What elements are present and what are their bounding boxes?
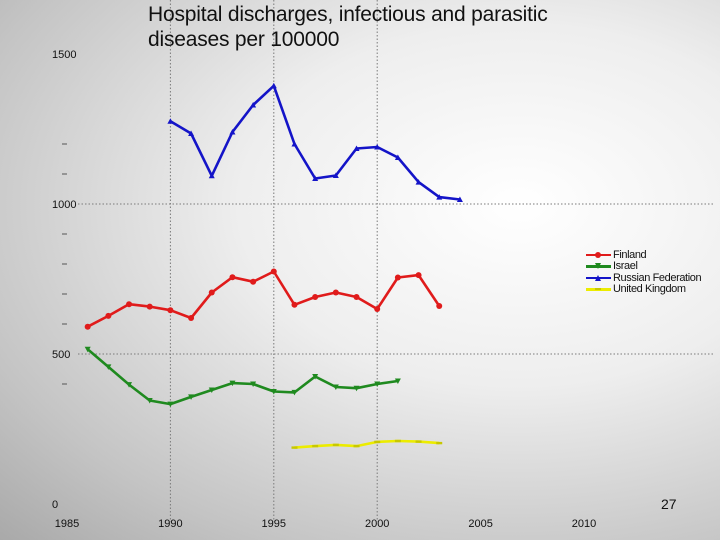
point-finland-1999 <box>353 294 360 300</box>
point-israel-2001 <box>394 378 401 384</box>
legend-label-united-kingdom: United Kingdom <box>613 283 686 296</box>
ytick-label-1500: 1500 <box>52 49 76 61</box>
point-russian-federation-1991 <box>188 130 195 136</box>
point-finland-1996 <box>291 301 298 308</box>
point-russian-federation-2001 <box>394 154 401 160</box>
line-finland <box>87 270 441 328</box>
line-russian-federation <box>169 84 461 201</box>
point-israel-2000 <box>374 381 381 387</box>
xtick-label-1995: 1995 <box>262 518 286 530</box>
point-united-kingdom-1997 <box>312 444 319 448</box>
point-united-kingdom-2003 <box>436 441 443 445</box>
legend-label-finland: Finland <box>613 248 647 261</box>
point-israel-1998 <box>332 384 339 390</box>
point-finland-1998 <box>332 289 339 296</box>
axis-labels: 0 500 1000 1500 1985 1990 1995 2000 2005 2010 <box>52 49 596 530</box>
point-finland-2000 <box>374 306 381 312</box>
point-finland-2003 <box>436 303 443 309</box>
point-united-kingdom-1999 <box>353 444 360 448</box>
legend: Finland Israel Russian Federation United… <box>586 249 702 296</box>
point-israel-1997 <box>312 374 319 380</box>
series-russian-federation <box>167 82 463 202</box>
legend-item-israel: Israel <box>586 260 701 273</box>
ytick-label-500: 500 <box>52 349 70 361</box>
legend-item-united-kingdom: United Kingdom <box>586 283 701 296</box>
point-finland-1995 <box>270 268 277 275</box>
legend-label-israel: Israel <box>613 260 638 273</box>
point-united-kingdom-2000 <box>374 440 381 444</box>
point-russian-federation-2002 <box>415 179 422 185</box>
xtick-label-1985: 1985 <box>55 518 79 530</box>
line-united-kingdom <box>294 439 440 449</box>
legend-swatch-israel <box>586 262 611 270</box>
legend-swatch-finland <box>586 251 611 259</box>
ytick-label-1000: 1000 <box>52 199 76 211</box>
point-israel-1987 <box>105 364 112 370</box>
point-israel-1993 <box>229 380 236 387</box>
point-united-kingdom-1998 <box>332 443 339 447</box>
point-finland-1986 <box>84 323 91 330</box>
series-finland <box>84 268 443 330</box>
series-united-kingdom <box>291 439 443 449</box>
xtick-label-2000: 2000 <box>365 518 389 530</box>
point-finland-1991 <box>188 315 195 321</box>
point-russian-federation-1999 <box>353 145 360 151</box>
point-russian-federation-2000 <box>374 144 381 150</box>
xtick-label-2010: 2010 <box>572 518 596 530</box>
point-russian-federation-1996 <box>291 141 298 147</box>
legend-swatch-united-kingdom <box>586 285 611 293</box>
point-russian-federation-2003 <box>436 194 443 200</box>
legend-swatch-russian-federation <box>586 274 611 282</box>
point-russian-federation-1995 <box>270 82 277 89</box>
legend-label-russian-federation: Russian Federation <box>613 271 702 284</box>
xtick-label-1990: 1990 <box>158 518 182 530</box>
xtick-label-2005: 2005 <box>468 518 492 530</box>
point-israel-1989 <box>146 398 153 404</box>
point-finland-1989 <box>146 303 153 310</box>
point-russian-federation-1998 <box>332 172 339 178</box>
point-finland-1994 <box>250 278 257 285</box>
point-finland-1997 <box>312 294 319 300</box>
ytick-label-0: 0 <box>52 499 58 511</box>
gridlines <box>62 0 714 522</box>
chart-title: Hospital discharges, infectious and para… <box>148 3 548 51</box>
point-israel-1991 <box>188 394 195 400</box>
point-finland-2001 <box>394 274 401 281</box>
point-finland-1992 <box>208 289 215 296</box>
line-israel <box>86 348 399 406</box>
point-russian-federation-2004 <box>456 196 463 202</box>
point-israel-1988 <box>126 382 133 388</box>
point-united-kingdom-1996 <box>291 446 298 449</box>
point-finland-1993 <box>229 274 236 281</box>
point-russian-federation-1993 <box>229 129 236 135</box>
point-israel-1995 <box>270 389 277 395</box>
point-israel-1999 <box>353 385 360 392</box>
point-united-kingdom-2001 <box>394 439 401 443</box>
point-russian-federation-1992 <box>208 172 215 179</box>
legend-item-russian-federation: Russian Federation <box>586 271 702 284</box>
page-number: 27 <box>661 496 677 512</box>
point-israel-1996 <box>291 389 298 396</box>
point-finland-1988 <box>126 301 133 308</box>
point-finland-1987 <box>105 312 112 319</box>
point-israel-1992 <box>208 387 215 393</box>
point-finland-2002 <box>415 272 422 279</box>
point-united-kingdom-2002 <box>415 440 422 443</box>
point-israel-1994 <box>250 381 257 387</box>
point-israel-1990 <box>167 401 174 408</box>
legend-item-finland: Finland <box>586 249 701 261</box>
point-russian-federation-1990 <box>167 118 174 124</box>
point-russian-federation-1997 <box>312 175 319 181</box>
series-israel <box>84 346 401 408</box>
point-israel-1986 <box>84 346 91 353</box>
series-lines <box>84 82 463 449</box>
point-finland-1990 <box>167 307 174 314</box>
point-russian-federation-1994 <box>250 102 257 108</box>
